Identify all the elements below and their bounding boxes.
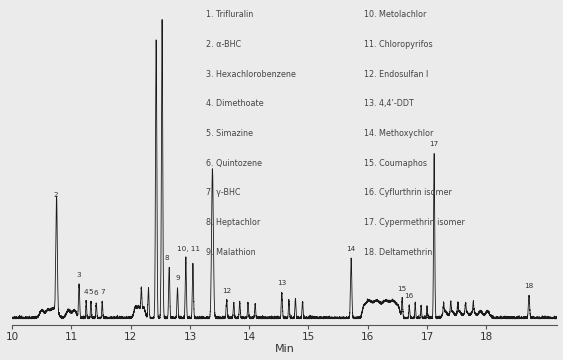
- Text: 14: 14: [347, 246, 356, 252]
- X-axis label: Min: Min: [275, 345, 294, 355]
- Text: 12: 12: [222, 288, 231, 294]
- Text: 18: 18: [524, 283, 534, 289]
- Text: 13: 13: [277, 280, 287, 286]
- Text: 9: 9: [175, 275, 180, 282]
- Text: 3: 3: [77, 273, 82, 279]
- Text: 12. Endosulfan I: 12. Endosulfan I: [364, 70, 428, 79]
- Text: 16: 16: [405, 293, 414, 299]
- Text: 11. Chloropyrifos: 11. Chloropyrifos: [364, 40, 432, 49]
- Text: 15: 15: [397, 286, 407, 292]
- Text: 2. α-BHC: 2. α-BHC: [205, 40, 241, 49]
- Text: 5: 5: [88, 289, 93, 295]
- Text: 15. Coumaphos: 15. Coumaphos: [364, 159, 427, 168]
- Text: 4. Dimethoate: 4. Dimethoate: [205, 99, 263, 108]
- Text: 4: 4: [84, 289, 88, 295]
- Text: 10. Metolachlor: 10. Metolachlor: [364, 10, 426, 19]
- Text: 9. Malathion: 9. Malathion: [205, 248, 256, 257]
- Text: 13. 4,4’-DDT: 13. 4,4’-DDT: [364, 99, 414, 108]
- Text: 10, 11: 10, 11: [177, 246, 200, 252]
- Text: 8: 8: [164, 255, 169, 261]
- Text: 17. Cypermethrin isomer: 17. Cypermethrin isomer: [364, 218, 464, 227]
- Text: 7. γ-BHC: 7. γ-BHC: [205, 188, 240, 197]
- Text: 3. Hexachlorobenzene: 3. Hexachlorobenzene: [205, 70, 296, 79]
- Text: 8. Heptachlor: 8. Heptachlor: [205, 218, 260, 227]
- Text: 6. Quintozene: 6. Quintozene: [205, 159, 262, 168]
- Text: 2: 2: [53, 192, 59, 198]
- Text: 7: 7: [100, 289, 105, 295]
- Text: 17: 17: [430, 141, 439, 147]
- Text: 18. Deltamethrin: 18. Deltamethrin: [364, 248, 432, 257]
- Text: 16. Cyflurthrin isomer: 16. Cyflurthrin isomer: [364, 188, 452, 197]
- Text: 6: 6: [94, 291, 99, 296]
- Text: 1. Trifluralin: 1. Trifluralin: [205, 10, 253, 19]
- Text: 5. Simazine: 5. Simazine: [205, 129, 253, 138]
- Text: 14. Methoxychlor: 14. Methoxychlor: [364, 129, 434, 138]
